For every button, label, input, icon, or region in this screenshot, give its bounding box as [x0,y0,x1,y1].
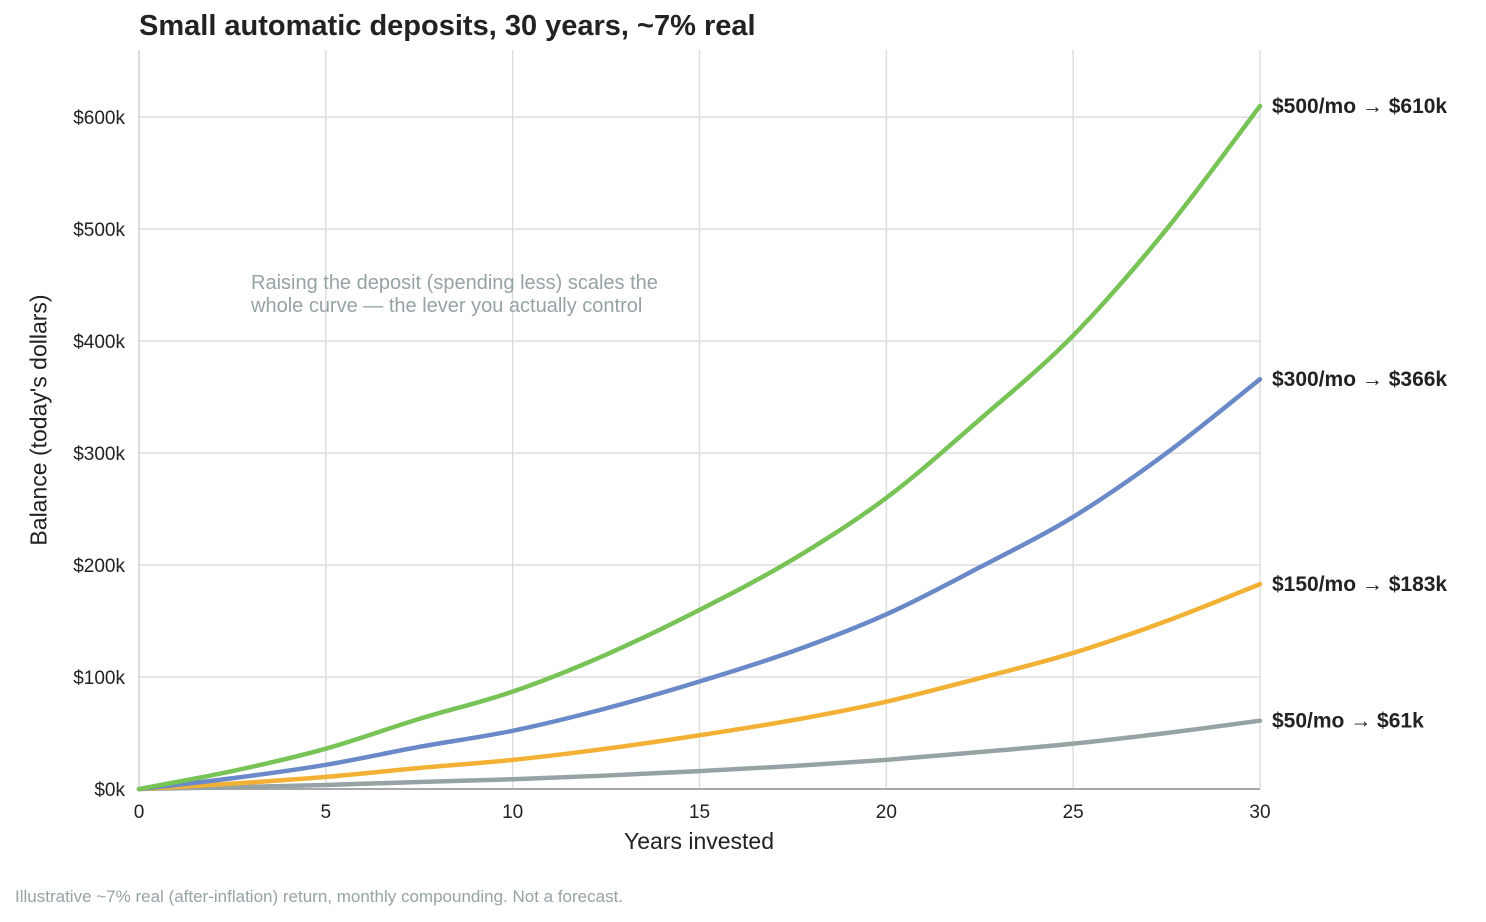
x-axis-label: Years invested [623,828,775,854]
axes [138,50,1260,790]
series-end-label-3: $500/mo → $610k [1272,95,1447,118]
y-tick-label: $200k [73,556,125,577]
series-line-0 [136,718,1263,792]
x-tick-label: 10 [502,802,523,823]
series-end-labels: $50/mo → $61k $150/mo → $183k $300/mo → $3… [1272,95,1447,733]
y-tick-label: $100k [73,668,125,689]
y-axis-label: Balance (today's dollars) [25,294,52,546]
series-line-3 [136,103,1263,792]
x-tick-label: 0 [134,802,145,823]
chart-title: Small automatic deposits, 30 years, ~7% … [139,10,756,42]
series-end-label-2: $300/mo → $366k [1272,368,1447,391]
x-tick-label: 15 [689,802,710,823]
series-line-1 [136,581,1263,792]
series-end-label-1: $150/mo → $183k [1272,573,1447,596]
grid-lines [139,50,1261,789]
y-tick-label: $600k [73,108,125,129]
y-tick-label: $500k [73,220,125,241]
chart-annotation: Raising the deposit (spending less) scal… [251,272,658,317]
y-tick-label: $400k [73,332,125,353]
y-tick-label: $300k [73,444,125,465]
x-tick-label: 20 [876,802,897,823]
footnote: Illustrative ~7% real (after-inflation) … [15,887,624,906]
x-tick-label: 5 [321,802,332,823]
series-line-2 [136,376,1263,792]
tick-labels: 0 5 10 15 20 25 30 $0k $100k $200k $300k $400k $500k… [73,108,1270,823]
x-tick-label: 25 [1063,802,1084,823]
y-tick-label: $0k [94,780,125,801]
series-end-label-0: $50/mo → $61k [1272,710,1424,733]
x-tick-label: 30 [1249,802,1270,823]
series-lines [136,103,1263,792]
